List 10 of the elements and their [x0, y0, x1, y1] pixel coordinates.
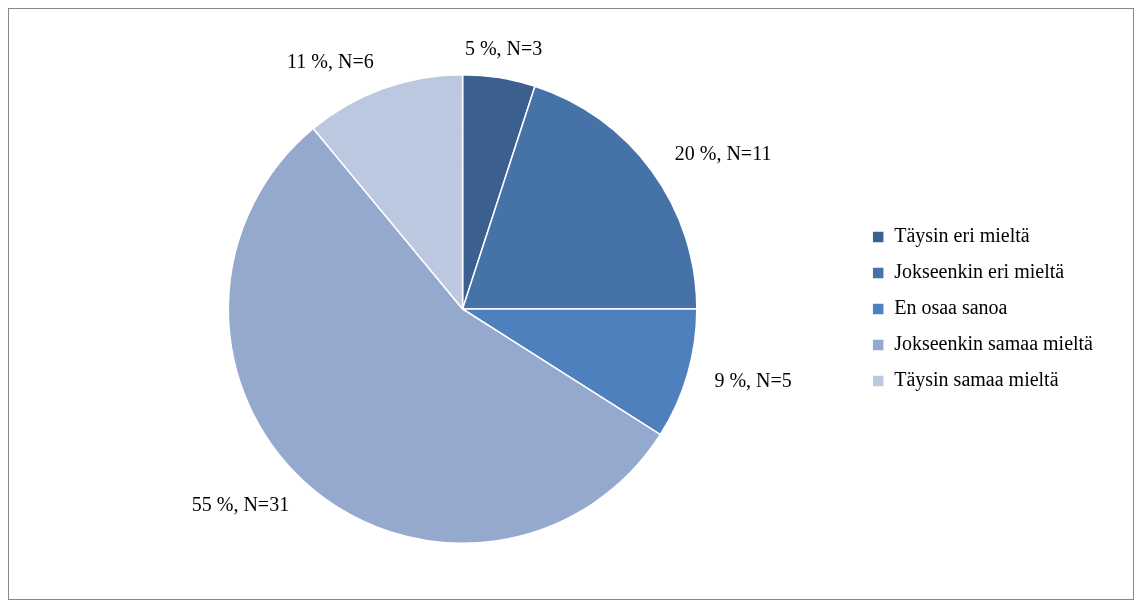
- data-label: 5 %, N=3: [464, 37, 543, 60]
- data-label: 20 %, N=11: [674, 142, 772, 165]
- legend-label: Täysin samaa mieltä: [894, 368, 1059, 392]
- data-label: 9 %, N=5: [714, 369, 792, 392]
- data-label: 11 %, N=6: [287, 49, 374, 72]
- legend-label: Jokseenkin samaa mieltä: [894, 332, 1094, 355]
- legend-label: Täysin eri mieltä: [894, 224, 1030, 248]
- legend-label: En osaa sanoa: [894, 296, 1008, 319]
- legend-label: Jokseenkin eri mieltä: [894, 260, 1065, 283]
- data-label: 55 %, N=31: [191, 492, 290, 515]
